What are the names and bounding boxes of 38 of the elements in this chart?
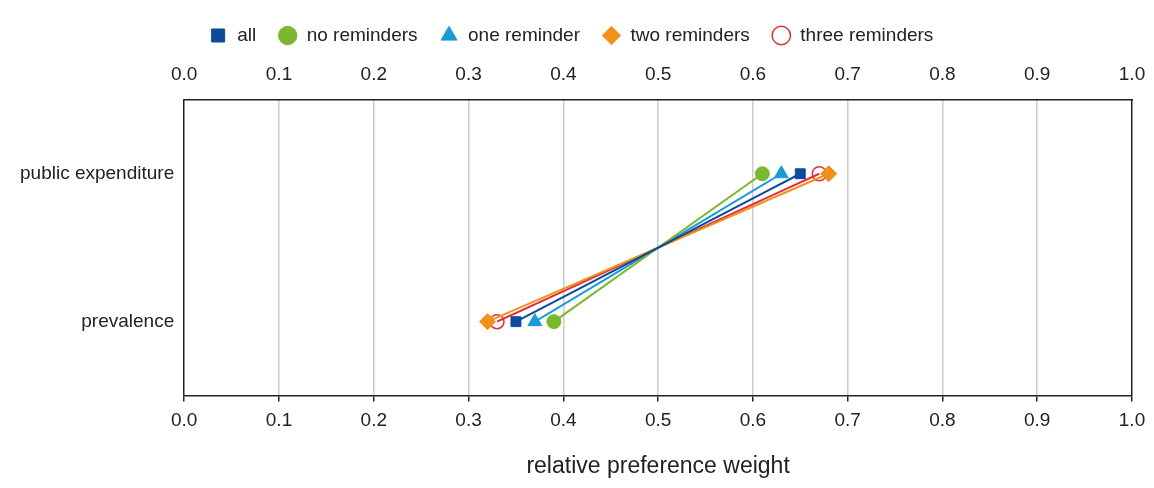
point (794, 168, 806, 180)
x-tick-label: 0.4 (550, 409, 577, 431)
y-tick-label: prevalence (81, 309, 175, 331)
x-tick-label: 1.0 (1118, 409, 1146, 431)
legend-label: one reminder (468, 23, 581, 45)
point (479, 313, 497, 331)
y-tick-label: public expenditure (20, 161, 175, 183)
point (546, 314, 562, 330)
x-tick-label: 0.7 (834, 409, 861, 431)
x-tick-label: 0.5 (644, 409, 672, 431)
x2-tick-label: 0.9 (1024, 62, 1051, 84)
x-tick-label: 0.3 (455, 409, 482, 431)
point (754, 166, 770, 182)
x-tick-label: 0.2 (360, 409, 387, 431)
x2-tick-label: 1.0 (1118, 62, 1146, 84)
point (510, 316, 522, 328)
x2-tick-label: 0.6 (739, 62, 767, 84)
x2-tick-label: 0.4 (550, 62, 577, 84)
x2-tick-label: 0.5 (644, 62, 672, 84)
point (820, 165, 838, 183)
x2-tick-label: 0.7 (834, 62, 861, 84)
legend-label: no reminders (306, 23, 418, 45)
x-tick-label: 0.1 (265, 409, 293, 431)
x-tick-label: 0.8 (929, 409, 956, 431)
point (811, 166, 827, 182)
x-tick-label: 0.0 (171, 409, 198, 431)
x2-tick-label: 0.3 (455, 62, 482, 84)
point (489, 313, 505, 330)
x2-tick-label: 0.0 (171, 62, 198, 84)
legend-label: all (237, 23, 257, 45)
x2-tick-label: 0.1 (265, 62, 293, 84)
x2-tick-label: 0.8 (929, 62, 956, 84)
x-axis-title: relative preference weight (526, 451, 791, 478)
legend-label: three reminders (800, 23, 934, 45)
x-tick-label: 0.9 (1024, 409, 1051, 431)
x2-tick-label: 0.2 (360, 62, 387, 84)
legend-label: two reminders (630, 23, 750, 45)
x-tick-label: 0.6 (739, 409, 767, 431)
